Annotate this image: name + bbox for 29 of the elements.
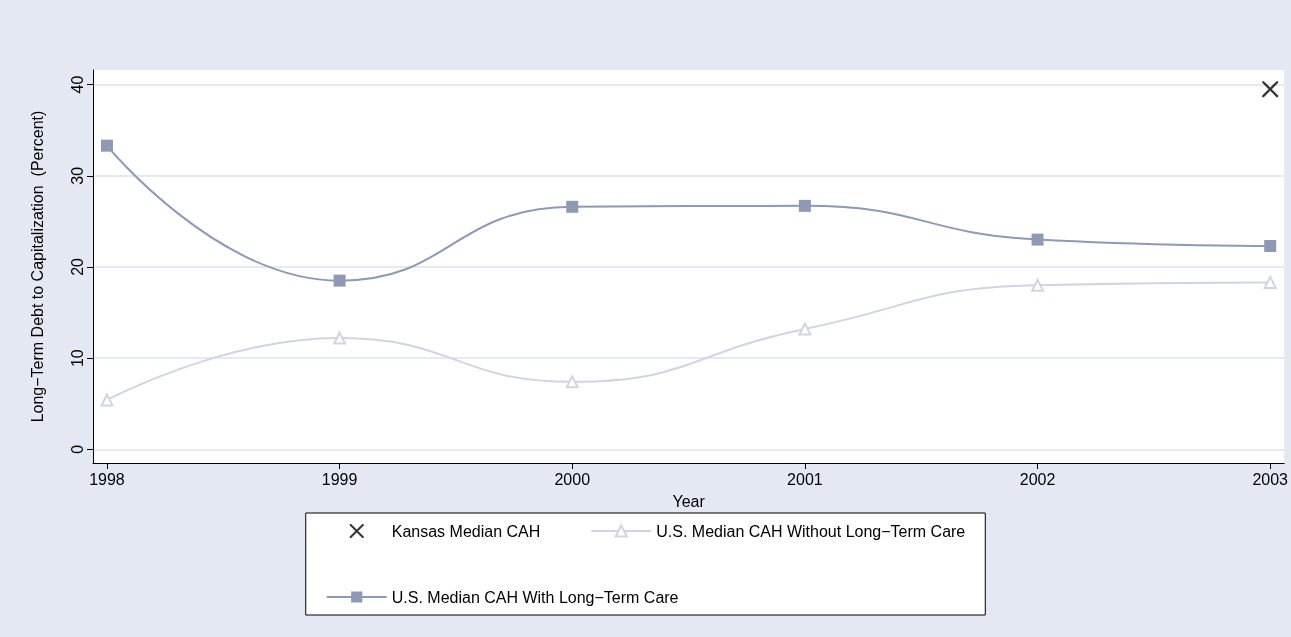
- point: [1263, 275, 1277, 289]
- point: [100, 393, 114, 407]
- point: [1031, 233, 1044, 246]
- point: [333, 274, 346, 287]
- y-axis-title: Long−Term Debt to Capitalization (Percent): [28, 110, 46, 423]
- x-tick-label: 2002: [1019, 470, 1056, 488]
- legend-label: U.S. Median CAH With Long−Term Care: [391, 588, 679, 606]
- point: [566, 200, 579, 213]
- x-tick-label: 2003: [1252, 470, 1289, 488]
- y-tick-label: 30: [68, 166, 86, 185]
- point: [1262, 81, 1279, 98]
- point: [565, 375, 579, 389]
- point: [1264, 239, 1277, 252]
- y-tick-label: 0: [68, 444, 86, 454]
- x-axis-title: Year: [672, 492, 706, 510]
- legend-label: Kansas Median CAH: [391, 522, 541, 540]
- y-tick-label: 10: [68, 349, 86, 368]
- x-tick-label: 1998: [89, 470, 125, 488]
- x-tick-label: 2000: [554, 470, 591, 488]
- x-tick-label: 1999: [321, 470, 358, 488]
- point: [333, 331, 347, 345]
- point: [798, 322, 812, 336]
- point: [100, 139, 113, 152]
- y-tick-label: 40: [68, 75, 86, 94]
- legend-label: U.S. Median CAH Without Long−Term Care: [656, 522, 966, 540]
- point: [1031, 278, 1045, 292]
- y-tick-label: 20: [68, 257, 86, 276]
- x-tick-label: 2001: [787, 470, 823, 488]
- point: [798, 199, 811, 212]
